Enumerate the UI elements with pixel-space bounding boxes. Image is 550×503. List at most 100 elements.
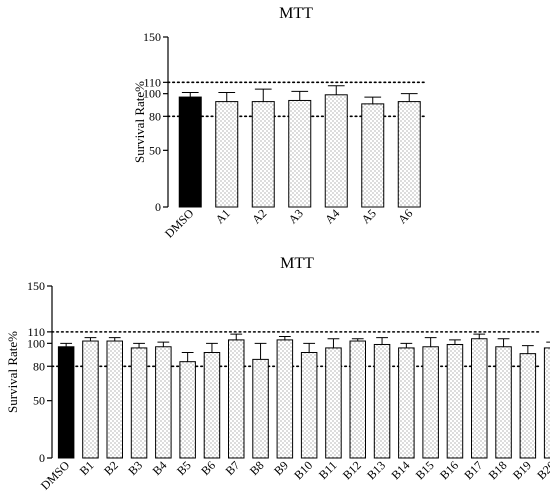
error-bar-B19 — [521, 345, 534, 354]
chart-title: MTT — [279, 5, 313, 22]
bar-B2 — [106, 340, 123, 459]
error-bar-B7 — [230, 333, 243, 340]
chart-panel-a: MTT Survival Rate% DMSO A1 A2 A3 A4 A5 A6 0 50 80 10… — [132, 5, 428, 241]
error-bar-B17 — [473, 333, 486, 339]
bar-A2 — [251, 101, 275, 208]
y-tick-label-150: 150 — [143, 30, 161, 44]
y-tick-label-100: 100 — [27, 336, 45, 350]
bar-B20 — [543, 347, 550, 459]
error-bar-B1 — [84, 337, 97, 342]
bar-A6 — [397, 101, 421, 208]
bar-B14 — [398, 347, 415, 459]
bar-B6 — [203, 352, 221, 459]
y-tick-label-0: 0 — [155, 200, 161, 214]
error-bar-B10 — [303, 342, 316, 353]
bar-DMSO — [178, 96, 202, 208]
error-bar-A3 — [291, 90, 309, 101]
error-bar-A2 — [254, 88, 272, 102]
error-bar-B16 — [449, 339, 461, 345]
bar-B5 — [179, 361, 196, 459]
bar-A4 — [324, 94, 348, 208]
y-axis-label: Survival Rate% — [5, 331, 20, 413]
x-tick-label-DMSO: DMSO — [162, 206, 197, 241]
error-bar-A4 — [327, 85, 345, 95]
bar-B11 — [325, 347, 342, 459]
x-tick-label-B13: B13 — [364, 458, 388, 482]
bar-DMSO — [57, 346, 75, 459]
y-tick-label-80: 80 — [33, 359, 45, 373]
chart-title: MTT — [280, 255, 314, 272]
error-bar-B13 — [376, 337, 388, 345]
x-tick-label-B7: B7 — [223, 458, 243, 478]
y-tick-label-100: 100 — [143, 87, 161, 101]
x-tick-label-B6: B6 — [198, 458, 218, 478]
bar-B13 — [373, 343, 391, 459]
error-bar-B14 — [400, 342, 413, 348]
x-tick-label-B4: B4 — [150, 458, 170, 478]
x-tick-label-B11: B11 — [316, 458, 340, 482]
x-tick-label-B12: B12 — [340, 458, 364, 482]
bar-B8 — [252, 358, 269, 459]
x-tick-label-B18: B18 — [486, 458, 510, 482]
error-bar-B5 — [181, 352, 194, 362]
bar-B15 — [422, 346, 439, 459]
x-tick-label-B1: B1 — [77, 458, 97, 478]
x-tick-label-B17: B17 — [461, 458, 485, 482]
x-tick-label-B20: B20 — [534, 458, 550, 482]
x-tick-label-B19: B19 — [510, 458, 534, 482]
error-bar-DMSO — [60, 342, 73, 347]
x-tick-label-B16: B16 — [437, 458, 461, 482]
y-tick-label-0: 0 — [39, 451, 45, 465]
error-bar-B9 — [278, 335, 291, 340]
error-bar-A5 — [364, 96, 382, 104]
bar-A5 — [361, 103, 385, 208]
x-tick-label-A6: A6 — [395, 206, 415, 226]
error-bar-B3 — [133, 342, 145, 348]
x-tick-label-A3: A3 — [286, 206, 306, 226]
y-tick-label-110: 110 — [143, 75, 161, 89]
error-bar-DMSO — [181, 92, 199, 98]
bar-B18 — [495, 346, 512, 459]
bar-B17 — [471, 338, 488, 459]
x-tick-label-A5: A5 — [359, 206, 379, 226]
bar-B19 — [519, 353, 537, 459]
bar-B3 — [130, 347, 148, 459]
y-tick-label-110: 110 — [27, 325, 45, 339]
x-tick-label-B14: B14 — [388, 458, 412, 482]
x-tick-label-B3: B3 — [125, 458, 145, 478]
error-bar-B15 — [424, 337, 437, 347]
y-tick-label-150: 150 — [27, 279, 45, 293]
error-bar-B4 — [157, 341, 170, 347]
bar-B4 — [155, 346, 172, 459]
error-bar-B2 — [108, 337, 121, 342]
error-bar-B18 — [497, 338, 510, 347]
error-bar-B12 — [351, 338, 364, 342]
error-bar-B6 — [206, 342, 218, 353]
x-tick-label-B8: B8 — [247, 458, 267, 478]
x-tick-label-B10: B10 — [291, 458, 315, 482]
x-tick-label-B5: B5 — [174, 458, 194, 478]
error-bar-B8 — [254, 342, 267, 360]
y-tick-label-50: 50 — [149, 143, 161, 157]
y-tick-label-50: 50 — [33, 394, 45, 408]
bar-B16 — [446, 343, 464, 459]
error-bar-A6 — [400, 93, 418, 102]
bar-B9 — [276, 339, 294, 459]
x-tick-label-B2: B2 — [101, 458, 121, 478]
x-tick-label-B15: B15 — [413, 458, 437, 482]
bar-A1 — [215, 101, 239, 208]
error-bar-B11 — [327, 338, 340, 348]
bar-B1 — [82, 340, 99, 459]
x-tick-label-A4: A4 — [322, 206, 342, 226]
error-bar-B20 — [546, 341, 550, 343]
bar-B7 — [228, 339, 245, 459]
y-tick-label-80: 80 — [149, 109, 161, 123]
y-axis-label: Survival Rate% — [132, 81, 147, 163]
x-tick-label-A1: A1 — [213, 206, 233, 226]
bar-B10 — [300, 352, 318, 459]
x-tick-label-A2: A2 — [249, 206, 269, 226]
x-tick-label-B9: B9 — [271, 458, 291, 478]
bar-B12 — [349, 340, 366, 459]
